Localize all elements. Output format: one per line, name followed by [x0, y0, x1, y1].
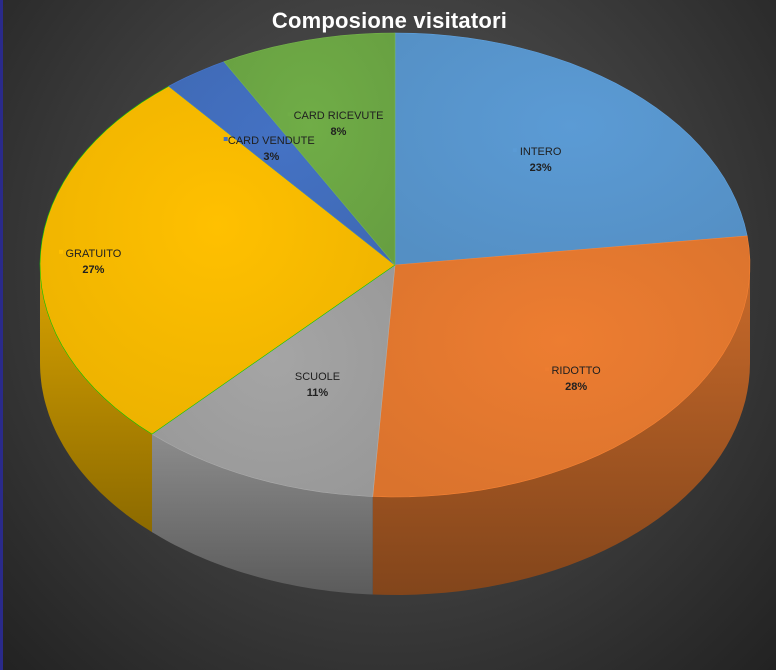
- pie-slice-scuole: [151, 264, 396, 497]
- data-label-ridotto: RIDOTTO 28%: [545, 365, 601, 393]
- legend-key-card-ricevute: [287, 112, 292, 117]
- label-pct-scuole: 11%: [307, 387, 329, 399]
- pie-top: [39, 32, 751, 498]
- data-label-card-ricevute: CARD RICEVUTE 8%: [287, 110, 384, 138]
- label-name-card-ricevute: CARD RICEVUTE: [294, 110, 384, 122]
- pie-side-gratuito: [40, 265, 152, 533]
- legend-key-card-vendute: [223, 137, 228, 141]
- label-pct-gratuito: 27%: [82, 264, 104, 276]
- label-name-gratuito: GRATUITO: [65, 248, 121, 260]
- label-pct-card-vendute: 3%: [263, 151, 279, 163]
- pie-side-walls: [40, 265, 750, 595]
- label-pct-ridotto: 28%: [565, 381, 587, 393]
- label-name-scuole: SCUOLE: [295, 371, 340, 383]
- data-label-gratuito: GRATUITO 27%: [59, 248, 122, 276]
- pie-slice-card-ricevute: [223, 32, 396, 266]
- data-labels: INTERO 23% RIDOTTO 28% SCUOLE 11% GRATUITO 27% C…: [59, 110, 601, 399]
- data-label-intero: INTERO 23%: [512, 146, 562, 174]
- data-label-card-vendute: CARD VENDUTE 3%: [223, 135, 315, 163]
- pie-slice-gratuito: [39, 85, 396, 435]
- pie-slice-ridotto: [372, 235, 751, 498]
- legend-key-scuole: [289, 373, 294, 378]
- pie-side-ridotto: [372, 265, 750, 595]
- label-pct-intero: 23%: [530, 162, 552, 174]
- label-name-card-vendute: CARD VENDUTE: [228, 135, 315, 147]
- pie-chart: INTERO 23% RIDOTTO 28% SCUOLE 11% GRATUITO 27% C…: [39, 32, 751, 595]
- pie-side-scuole: [152, 434, 373, 595]
- label-name-intero: INTERO: [520, 146, 562, 158]
- pie-slice-card-vendute: [168, 61, 396, 266]
- legend-key-intero: [512, 148, 517, 153]
- legend-key-gratuito: [59, 249, 63, 254]
- label-name-ridotto: RIDOTTO: [551, 365, 601, 377]
- pie-slice-intero: [394, 32, 748, 266]
- chart-title: Composione visitatori: [271, 8, 508, 33]
- label-pct-card-ricevute: 8%: [331, 126, 347, 138]
- legend-key-ridotto: [545, 367, 549, 372]
- data-label-scuole: SCUOLE 11%: [289, 371, 340, 399]
